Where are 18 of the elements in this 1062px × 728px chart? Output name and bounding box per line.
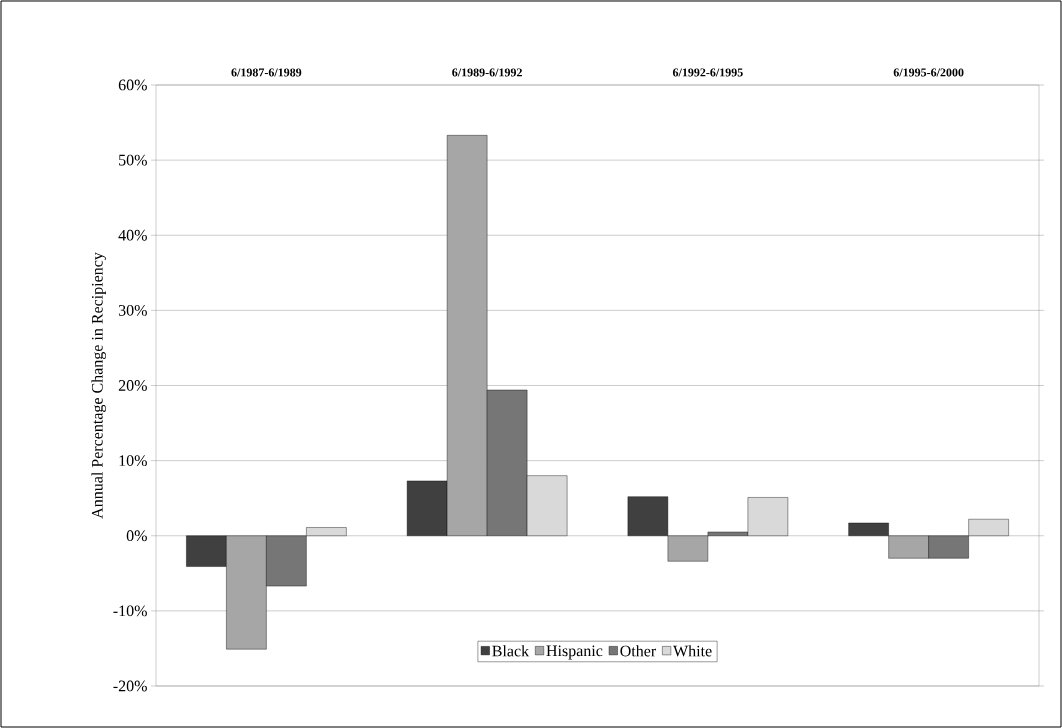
y-tick-label: 40% <box>118 229 147 241</box>
y-tick-label: 10% <box>119 455 147 467</box>
y-tick-label: 0% <box>126 530 147 542</box>
x-tick-label: 6/1989-6/1992 <box>452 68 522 77</box>
y-tick-label: 30% <box>118 304 147 316</box>
y-tick-label: -10% <box>113 605 147 617</box>
legend-label: Other <box>620 645 657 657</box>
y-tick-label: 60% <box>118 79 147 91</box>
legend-label: Black <box>492 645 530 657</box>
legend-label: Hispanic <box>546 645 603 660</box>
y-tick-label: 50% <box>119 154 147 166</box>
legend-label: White <box>673 645 712 657</box>
x-tick-label: 6/1995-6/2000 <box>893 68 964 77</box>
x-tick-label: 6/1992-6/1995 <box>672 68 743 77</box>
y-tick-label: -20% <box>113 680 147 692</box>
y-tick-label: 20% <box>118 380 147 391</box>
x-tick-label: 6/1987-6/1989 <box>231 68 302 77</box>
y-axis-title: Annual Percentage Change in Recipiency <box>91 252 106 519</box>
